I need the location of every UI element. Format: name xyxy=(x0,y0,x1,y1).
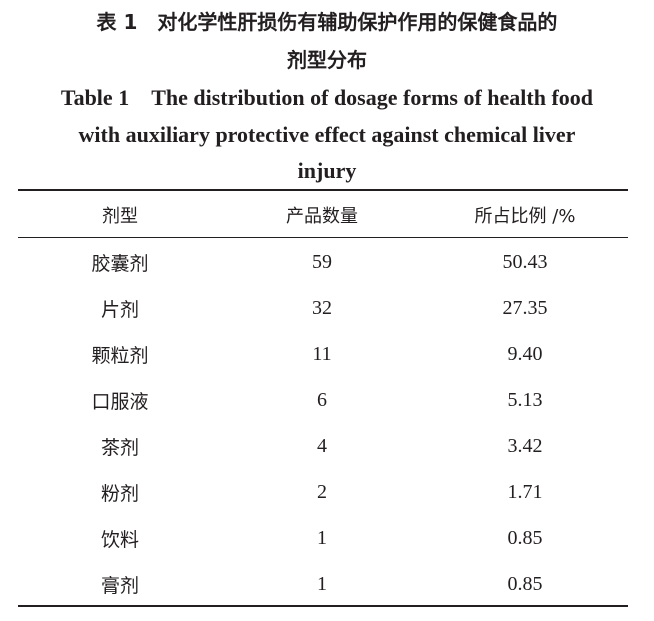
table-row: 片剂 32 27.35 xyxy=(18,285,628,331)
cell-dosage-form: 膏剂 xyxy=(100,574,140,597)
cell-percentage: 9.40 xyxy=(507,342,543,365)
cell-dosage-form: 颗粒剂 xyxy=(91,344,149,367)
cell-percentage: 5.13 xyxy=(507,388,543,411)
cell-product-count: 1 xyxy=(317,572,327,595)
cell-product-count: 2 xyxy=(317,480,327,503)
cell-dosage-form: 口服液 xyxy=(91,390,149,413)
cell-product-count: 4 xyxy=(317,434,327,457)
table-title-en-line1: Table 1 The distribution of dosage forms… xyxy=(60,85,594,110)
table-title-en-line2: with auxiliary protective effect against… xyxy=(78,122,576,147)
cell-dosage-form: 胶囊剂 xyxy=(91,252,149,275)
cell-product-count: 1 xyxy=(317,526,327,549)
cell-dosage-form: 片剂 xyxy=(100,298,140,321)
table-row: 茶剂 4 3.42 xyxy=(18,423,628,469)
cell-percentage: 0.85 xyxy=(507,572,543,595)
cell-percentage: 3.42 xyxy=(507,434,543,457)
table-title-cn-line2: 剂型分布 xyxy=(287,48,367,72)
cell-percentage: 27.35 xyxy=(502,296,548,319)
table-row: 颗粒剂 11 9.40 xyxy=(18,331,628,377)
header-rule xyxy=(18,237,628,238)
cell-product-count: 6 xyxy=(317,388,327,411)
top-rule xyxy=(18,189,628,191)
cell-product-count: 59 xyxy=(312,250,332,273)
cell-dosage-form: 茶剂 xyxy=(100,436,140,459)
table-header: 剂型 产品数量 所占比例 /% xyxy=(18,192,628,238)
header-product-count: 产品数量 xyxy=(286,206,358,227)
cell-percentage: 1.71 xyxy=(507,480,543,503)
header-dosage-form: 剂型 xyxy=(102,206,138,227)
table-row: 胶囊剂 59 50.43 xyxy=(18,239,628,285)
cell-dosage-form: 粉剂 xyxy=(100,482,140,505)
cell-dosage-form: 饮料 xyxy=(100,528,140,551)
table-title-cn-line1: 表 1 对化学性肝损伤有辅助保护作用的保健食品的 xyxy=(96,10,558,34)
table-title-en-line3: injury xyxy=(297,158,357,183)
table-row: 膏剂 1 0.85 xyxy=(18,561,628,607)
table-row: 粉剂 2 1.71 xyxy=(18,469,628,515)
table-row: 饮料 1 0.85 xyxy=(18,515,628,561)
cell-product-count: 11 xyxy=(312,342,332,365)
cell-product-count: 32 xyxy=(312,296,332,319)
cell-percentage: 0.85 xyxy=(507,526,543,549)
cell-percentage: 50.43 xyxy=(502,250,548,273)
bottom-rule xyxy=(18,605,628,607)
table-row: 口服液 6 5.13 xyxy=(18,377,628,423)
header-percentage: 所占比例 /% xyxy=(474,206,576,227)
